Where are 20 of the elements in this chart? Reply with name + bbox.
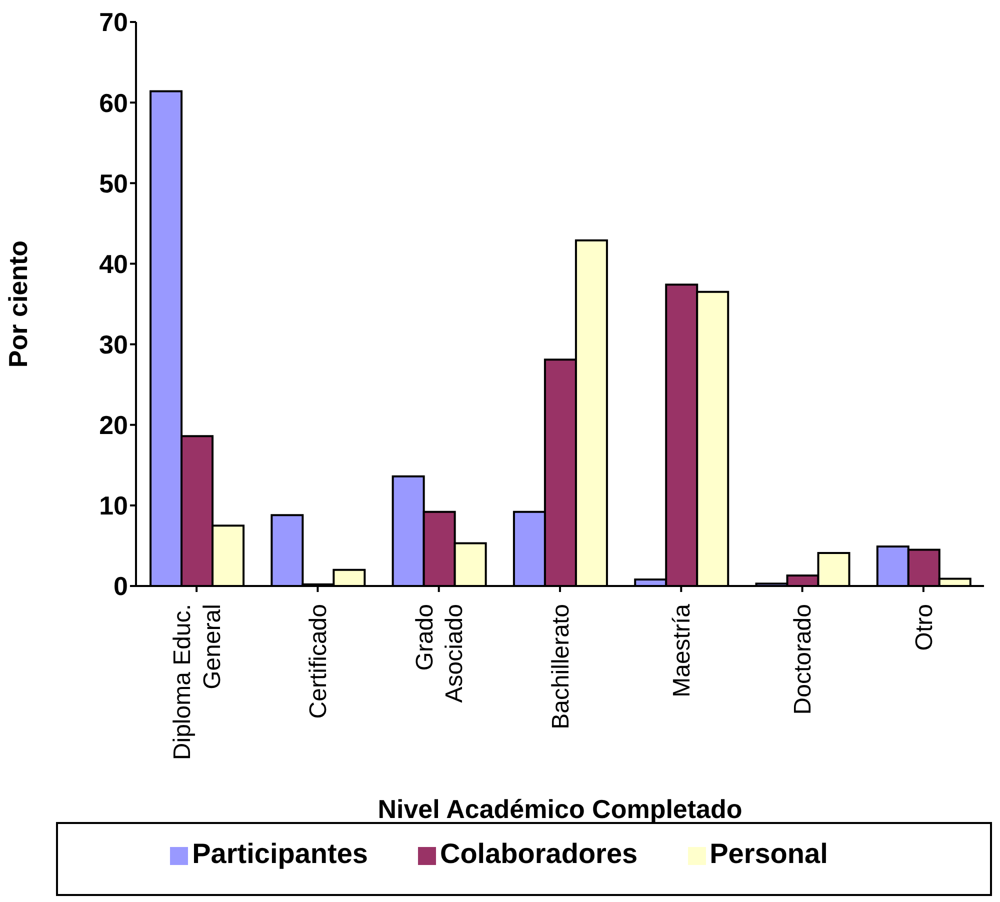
y-tick-label: 50 [99, 168, 128, 198]
y-tick-label: 10 [99, 490, 128, 521]
x-tick-label: Doctorado [790, 604, 817, 715]
x-tick-label: Grado Asociado [411, 604, 468, 703]
x-tick-label: Otro [910, 604, 938, 651]
x-tick-label: Certificado [305, 604, 332, 719]
y-tick-label: 30 [99, 330, 128, 360]
y-tick-label: 70 [99, 7, 128, 38]
legend-label: Personal [710, 838, 828, 869]
x-tick-label: Bachillerato [547, 604, 574, 730]
legend-label: Colaboradores [440, 838, 638, 869]
x-tick-label: Maestría [668, 603, 696, 698]
y-tick-label: 60 [99, 88, 128, 118]
legend-label: Participantes [192, 838, 368, 869]
y-tick-label: 0 [114, 571, 128, 602]
y-tick-label: 20 [99, 410, 128, 440]
x-tick-label: Diploma Educ. General [168, 604, 226, 760]
y-axis-title: Por ciento [3, 240, 34, 368]
x-axis-title: Nivel Académico Completado [378, 794, 742, 824]
y-tick-label: 40 [99, 248, 128, 279]
